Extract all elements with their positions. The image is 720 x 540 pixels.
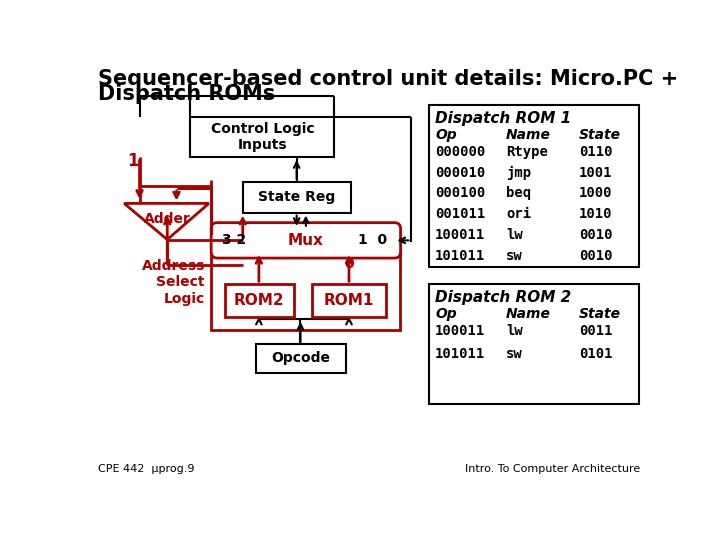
Text: 101011: 101011: [435, 249, 485, 263]
FancyBboxPatch shape: [312, 284, 386, 316]
Text: 1000: 1000: [579, 186, 613, 200]
Text: 1: 1: [127, 152, 138, 170]
Text: sw: sw: [506, 347, 523, 361]
Text: ROM2: ROM2: [234, 293, 284, 308]
FancyBboxPatch shape: [429, 105, 639, 267]
Text: 0: 0: [344, 257, 354, 271]
FancyBboxPatch shape: [211, 222, 400, 258]
Text: CPE 442  μprog.9: CPE 442 μprog.9: [98, 464, 194, 475]
Text: 1  0: 1 0: [359, 233, 387, 247]
Text: 001011: 001011: [435, 207, 485, 221]
Text: 100011: 100011: [435, 325, 485, 338]
Text: State: State: [579, 307, 621, 321]
Text: 100011: 100011: [435, 228, 485, 242]
FancyBboxPatch shape: [256, 343, 346, 373]
Text: Name: Name: [506, 128, 551, 142]
Text: 101011: 101011: [435, 347, 485, 361]
Text: Intro. To Computer Architecture: Intro. To Computer Architecture: [465, 464, 640, 475]
Text: lw: lw: [506, 325, 523, 338]
Text: jmp: jmp: [506, 166, 531, 180]
Text: Mux: Mux: [288, 233, 324, 248]
Text: 1001: 1001: [579, 166, 613, 180]
Polygon shape: [124, 204, 209, 240]
Text: Adder: Adder: [144, 212, 191, 226]
Text: Dispatch ROM 2: Dispatch ROM 2: [435, 291, 572, 306]
FancyBboxPatch shape: [429, 284, 639, 403]
Text: 000100: 000100: [435, 186, 485, 200]
FancyBboxPatch shape: [190, 117, 334, 157]
Text: beq: beq: [506, 186, 531, 200]
FancyBboxPatch shape: [211, 234, 400, 330]
Text: Op: Op: [435, 128, 457, 142]
Text: 000000: 000000: [435, 145, 485, 159]
Text: Name: Name: [506, 307, 551, 321]
Text: State: State: [579, 128, 621, 142]
Text: ori: ori: [506, 207, 531, 221]
Text: Op: Op: [435, 307, 457, 321]
Text: Address
Select
Logic: Address Select Logic: [142, 259, 205, 306]
Text: 3 2: 3 2: [222, 233, 246, 247]
Text: sw: sw: [506, 249, 523, 263]
Text: 0010: 0010: [579, 249, 613, 263]
Text: ROM1: ROM1: [324, 293, 374, 308]
Text: State Reg: State Reg: [258, 190, 336, 204]
Text: Rtype: Rtype: [506, 145, 548, 159]
FancyBboxPatch shape: [243, 182, 351, 213]
Text: Opcode: Opcode: [271, 351, 330, 365]
Text: 0010: 0010: [579, 228, 613, 242]
Text: 0110: 0110: [579, 145, 613, 159]
Text: 1010: 1010: [579, 207, 613, 221]
Text: 000010: 000010: [435, 166, 485, 180]
Text: Sequencer-based control unit details: Micro.PC +: Sequencer-based control unit details: Mi…: [98, 69, 678, 89]
Text: Dispatch ROMs: Dispatch ROMs: [98, 84, 275, 104]
Text: 0011: 0011: [579, 325, 613, 338]
Text: 0101: 0101: [579, 347, 613, 361]
Text: Dispatch ROM 1: Dispatch ROM 1: [435, 111, 572, 126]
Text: lw: lw: [506, 228, 523, 242]
FancyBboxPatch shape: [225, 284, 294, 316]
Text: Control Logic
Inputs: Control Logic Inputs: [210, 122, 314, 152]
